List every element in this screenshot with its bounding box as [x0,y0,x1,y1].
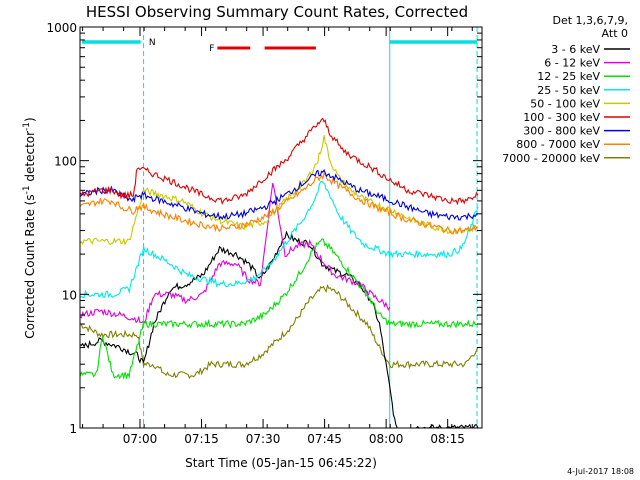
legend-label: 50 - 100 keV [530,97,600,110]
series-line [79,238,479,381]
x-tick-label: 07:15 [184,432,219,446]
legend-label: 3 - 6 keV [551,43,600,56]
plot-frame [79,26,483,429]
series-line [79,135,479,246]
night-label: N [149,38,156,48]
y-tick-label: 100 [54,155,77,169]
y-tick-label: 10 [62,288,77,302]
legend-label: 300 - 800 keV [523,125,600,138]
series-line [79,168,478,221]
y-axis-label: Corrected Count Rate (s-1 detector-1) [22,117,37,338]
series-line [79,172,479,235]
legend-label: 12 - 25 keV [537,70,600,83]
series-line [79,182,391,324]
y-tick-label: 1000 [46,21,77,35]
x-tick-label: 07:45 [307,432,342,446]
legend-label: 100 - 300 keV [523,111,600,124]
axis-ticks: 07:00 07:15 07:30 07:45 08:00 08:15 1 10 100 1000 [46,21,482,446]
legend-label: 800 - 7000 keV [516,138,600,151]
series-line [79,230,479,429]
flare-label: F [209,44,214,54]
x-tick-label: 07:00 [123,432,158,446]
series-line [79,283,479,380]
plot-area: NF 07:00 07:15 07:30 07:45 08:00 08:151101001… [46,21,483,446]
x-tick-label: 08:00 [369,432,404,446]
legend-label: 6 - 12 keV [544,57,600,70]
legend-header-detectors: Det 1,3,6,7,9, [552,14,628,27]
y-tick-label: 1 [69,422,77,436]
x-tick-label: 07:30 [246,432,281,446]
legend-label: 7000 - 20000 keV [502,152,600,165]
legend-header-attenuator: Att 0 [602,27,628,40]
annotations: NF [82,27,478,428]
series-line [79,180,479,299]
x-tick-label: 08:15 [430,432,465,446]
legend-label: 25 - 50 keV [537,84,600,97]
x-axis-label: Start Time (05-Jan-15 06:45:22) [185,456,377,470]
date-stamp: 4-Jul-2017 18:08 [567,467,634,476]
chart-title: HESSI Observing Summary Count Rates, Cor… [86,3,468,21]
series-line [79,117,479,206]
series-layer [79,117,479,429]
